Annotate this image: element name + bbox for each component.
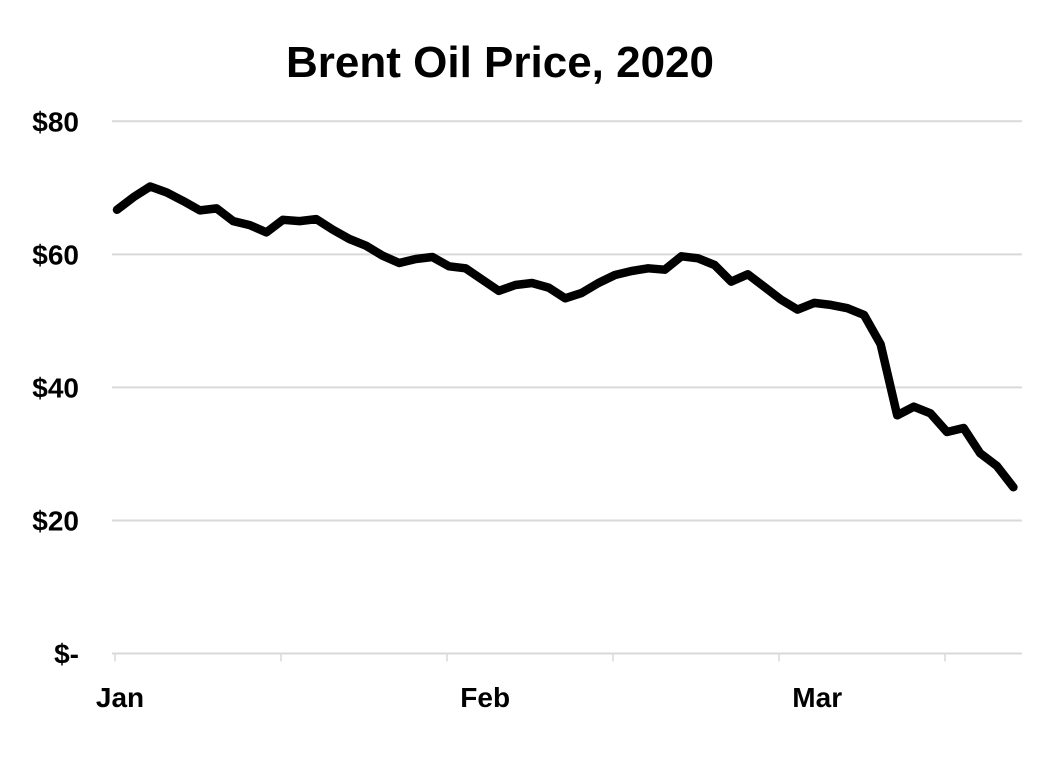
chart-title: Brent Oil Price, 2020 xyxy=(286,38,714,87)
y-axis-labels: $80 $60 $40 $20 $- xyxy=(32,106,79,669)
y-axis-label: $80 xyxy=(32,106,79,137)
y-axis-label: $40 xyxy=(32,372,79,403)
gridlines xyxy=(112,120,1022,522)
y-axis-label: $- xyxy=(54,639,79,670)
x-axis-month-label: Jan xyxy=(96,682,144,713)
x-axis-month-label: Mar xyxy=(792,682,842,713)
x-axis-month-label: Feb xyxy=(460,682,510,713)
x-axis xyxy=(112,652,1022,662)
y-axis-label: $60 xyxy=(32,239,79,270)
price-line-series xyxy=(112,182,1018,492)
y-axis-label: $20 xyxy=(32,505,79,536)
x-axis-labels: Jan Feb Mar xyxy=(96,682,842,713)
